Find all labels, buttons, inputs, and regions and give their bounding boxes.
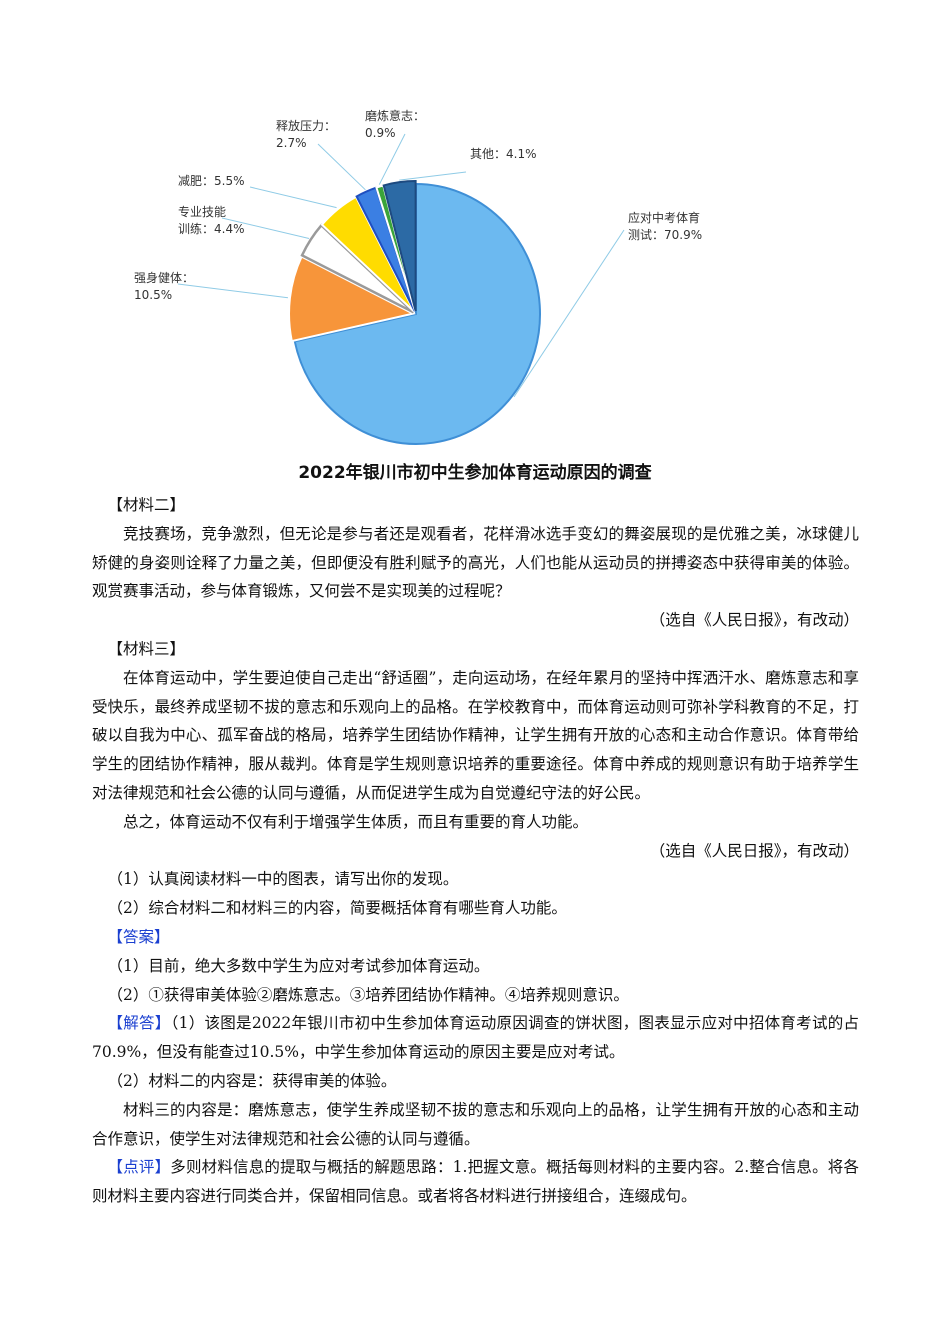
analysis-heading: 【解答】 bbox=[107, 1014, 171, 1033]
material-3-summary: 总之，体育运动不仅有利于增强学生体质，而且有重要的育人功能。 bbox=[123, 812, 589, 831]
material-2-source: （选自《人民日报》，有改动） bbox=[649, 611, 859, 630]
slice-label-1: 强身健体： bbox=[134, 270, 194, 285]
chart-title: 2022年银川市初中生参加体育运动原因的调查 bbox=[298, 463, 652, 483]
slice-label-1: 10.5% bbox=[134, 288, 172, 302]
slice-label-3: 减肥：5.5% bbox=[178, 174, 245, 188]
leader-line-6 bbox=[399, 171, 467, 181]
slice-label-6: 其他：4.1% bbox=[470, 147, 537, 161]
material-3-text: 在体育运动中，学生要迫使自己走出“舒适圈”，走向运动场，在经年累月的坚持中挥洒汗… bbox=[92, 668, 859, 802]
slice-label-0: 应对中考体育 bbox=[628, 210, 700, 225]
slice-label-5: 0.9% bbox=[365, 126, 396, 140]
slice-label-4: 2.7% bbox=[276, 136, 307, 150]
comment-text: 多则材料信息的提取与概括的解题思路：1.把握文意。概括每则材料的主要内容。2.整… bbox=[92, 1158, 859, 1206]
slice-label-2: 训练：4.4% bbox=[178, 221, 245, 236]
material-3-heading: 【材料三】 bbox=[107, 639, 186, 658]
comment-heading: 【点评】 bbox=[107, 1158, 171, 1177]
leader-line-0 bbox=[513, 229, 625, 398]
analysis-2: （2）材料二的内容是：获得审美的体验。 bbox=[107, 1071, 397, 1090]
document-body: 【材料二】 竞技赛场，竞争激烈，但无论是参与者还是观看者，花样滑冰选手变幻的舞姿… bbox=[92, 491, 859, 1211]
pie-slice-6 bbox=[382, 180, 417, 312]
pie-slice-1 bbox=[288, 255, 416, 343]
slice-label-5: 磨炼意志： bbox=[365, 108, 425, 123]
question-1: （1）认真阅读材料一中的图表，请写出你的发现。 bbox=[107, 870, 459, 889]
leader-line-4 bbox=[317, 143, 366, 191]
slice-label-0: 测试：70.9% bbox=[628, 227, 702, 242]
leader-line-2 bbox=[221, 217, 310, 239]
leader-line-3 bbox=[249, 186, 337, 209]
pie-slice-0 bbox=[293, 182, 541, 445]
answer-1: （1）目前，绝大多数中学生为应对考试参加体育运动。 bbox=[107, 956, 490, 975]
analysis-1: （1）该图是2022年银川市初中生参加体育运动原因调查的饼状图，图表显示应对中招… bbox=[92, 1014, 859, 1062]
leader-line-1 bbox=[177, 283, 288, 299]
answer-heading: 【答案】 bbox=[107, 927, 170, 946]
question-2: （2）综合材料二和材料三的内容，简要概括体育有哪些育人功能。 bbox=[107, 899, 567, 918]
answer-2: （2）①获得审美体验②磨炼意志。③培养团结协作精神。④培养规则意识。 bbox=[107, 985, 629, 1004]
leader-line-5 bbox=[378, 133, 406, 185]
slice-label-4: 释放压力： bbox=[276, 118, 336, 133]
analysis-3: 材料三的内容是：磨炼意志，使学生养成坚韧不拔的意志和乐观向上的品格，让学生拥有开… bbox=[92, 1100, 859, 1148]
material-3-source: （选自《人民日报》，有改动） bbox=[649, 841, 859, 860]
slice-label-2: 专业技能 bbox=[178, 204, 226, 219]
material-2-heading: 【材料二】 bbox=[107, 496, 186, 514]
material-2-text: 竞技赛场，竞争激烈，但无论是参与者还是观看者，花样滑冰选手变幻的舞姿展现的是优雅… bbox=[92, 524, 859, 601]
